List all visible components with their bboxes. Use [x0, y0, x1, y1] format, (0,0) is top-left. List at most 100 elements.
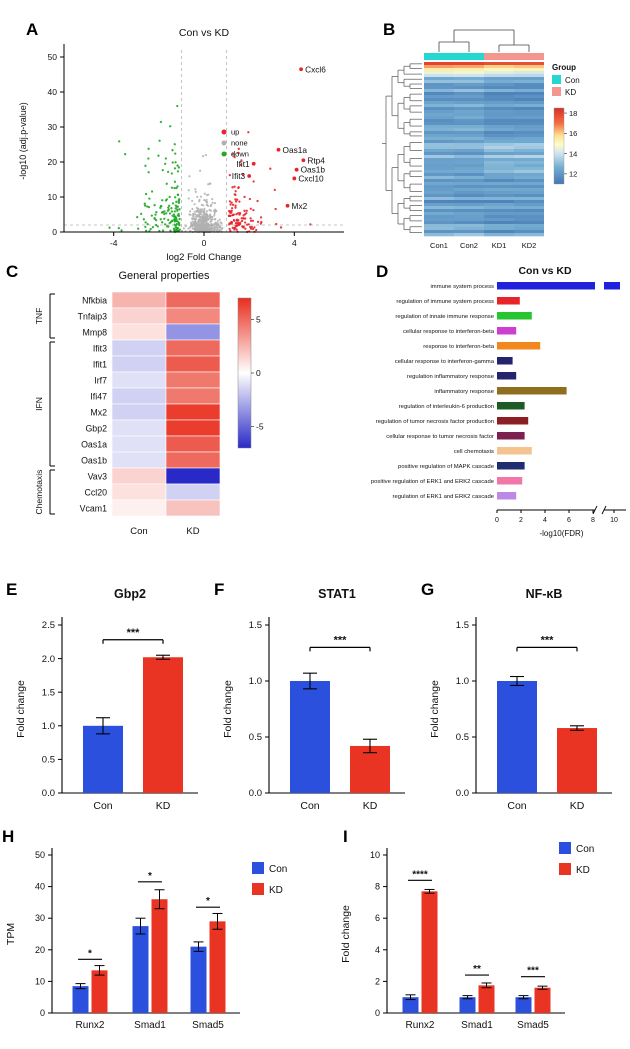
significance-bracket [309, 646, 371, 652]
go-term-label: response to interferon-beta [423, 344, 494, 350]
svg-text:40: 40 [35, 882, 45, 892]
legend-swatch-KD [252, 883, 264, 895]
bar-KD [350, 745, 390, 793]
gene-point-Rtp4 [301, 158, 306, 163]
svg-text:0.5: 0.5 [249, 732, 262, 743]
column-dendrogram [438, 29, 530, 52]
go-term-bar [497, 477, 523, 485]
bar-KD-Runx2 [91, 970, 108, 1013]
go-term-bar [497, 282, 595, 290]
svg-text:2: 2 [519, 517, 523, 524]
column-label: Con1 [430, 241, 448, 250]
bar-KD [557, 728, 597, 793]
bar-KD-Runx2 [421, 891, 438, 1013]
chart-title: NF-κB [526, 587, 563, 601]
legend-swatch-Con [552, 75, 561, 84]
go-term-label: cellular response to tumor necrosis fact… [386, 434, 494, 440]
error-bar [570, 725, 584, 731]
gene-point-Cxcl6 [299, 67, 303, 72]
chart-title: Con vs KD [518, 265, 572, 277]
x-axis-label: log2 Fold Change [167, 252, 242, 263]
row-dendrogram [382, 63, 422, 233]
go-term-bar [497, 297, 520, 305]
chart-title: Con vs KD [179, 27, 230, 39]
group-label: TNF [34, 308, 44, 325]
error-bar [94, 965, 105, 976]
error-bar [193, 941, 204, 952]
panel-c-gene-heatmap: General properties Nfkbia Tnfaip3 Mmp8 Ifit3… [2, 262, 302, 554]
panel-label-e: E [6, 580, 18, 599]
svg-text:KD: KD [565, 88, 576, 97]
colorbar [237, 297, 252, 449]
svg-text:1.5: 1.5 [249, 620, 262, 631]
gene-row-label: Vcam1 [80, 503, 107, 513]
x-category-label: KD [363, 800, 378, 812]
svg-text:6: 6 [375, 913, 380, 923]
x-category-label: Con [507, 800, 526, 812]
error-bar [510, 675, 524, 687]
svg-text:2: 2 [375, 976, 380, 986]
chart-title: Gbp2 [114, 587, 146, 601]
column-label: Con [130, 526, 147, 537]
go-term-label: inflammatory response [434, 389, 494, 395]
svg-text:10: 10 [370, 850, 380, 860]
gene-row-label: Ccl20 [85, 487, 108, 497]
error-bar [462, 995, 473, 1000]
error-bar [96, 717, 110, 735]
error-bar [156, 654, 170, 660]
gene-label: Ifit3 [232, 171, 246, 181]
svg-text:0: 0 [256, 368, 261, 378]
gene-row-label: Ifit3 [93, 343, 107, 353]
group-annotation-Con [454, 53, 484, 60]
x-category-label: Smad1 [134, 1020, 166, 1031]
x-category-label: Runx2 [406, 1020, 435, 1031]
go-term-label: regulation of immune system process [396, 299, 494, 305]
svg-text:1.0: 1.0 [42, 721, 55, 732]
significance-label: *** [127, 627, 141, 639]
bar-Con [290, 681, 330, 793]
panel-label-c: C [6, 262, 19, 281]
go-term-bar [497, 402, 525, 410]
gene-point-Cxcl10 [292, 176, 297, 181]
gene-point-Ifit3 [247, 174, 252, 178]
gene-row-label: Mmp8 [83, 327, 108, 337]
legend-swatch-Con [252, 862, 264, 874]
svg-text:20: 20 [48, 157, 58, 167]
gene-label: Ifit1 [236, 159, 250, 169]
gene-row-label: Ifit1 [93, 359, 107, 369]
significance-label: * [88, 948, 92, 959]
bar-KD [143, 657, 183, 793]
significance-label: *** [527, 966, 539, 977]
y-axis-label: Fold change [222, 680, 234, 738]
error-bar [481, 982, 492, 989]
y-axis-label: Fold change [340, 905, 352, 963]
gene-row-label: Gbp2 [85, 423, 107, 433]
svg-text:10: 10 [35, 976, 45, 986]
bar-Con-Smad5 [515, 997, 532, 1013]
svg-text:0: 0 [375, 1008, 380, 1018]
x-category-label: KD [570, 800, 585, 812]
x-category-label: Con [300, 800, 319, 812]
go-term-label: regulation of ERK1 and ERK2 cascade [392, 494, 494, 500]
go-term-bar [497, 447, 532, 455]
bar-KD-Smad1 [151, 899, 168, 1013]
colorbar [553, 107, 565, 185]
go-term-label: cellular response to interferon-beta [403, 329, 495, 335]
gene-label: Oas1b [301, 165, 326, 175]
gene-point-Mx2 [285, 203, 290, 208]
gene-label: Cxcl10 [298, 173, 324, 183]
go-term-label: regulation inflammatory response [407, 374, 495, 380]
chart-title: STAT1 [318, 587, 356, 601]
legend-label: KD [576, 865, 590, 876]
y-axis-label: -log10 (adj.p-value) [18, 102, 28, 180]
heatmap-cells [424, 62, 544, 237]
svg-text:2.0: 2.0 [42, 654, 55, 665]
svg-text:0.0: 0.0 [249, 788, 262, 799]
go-term-bar [497, 462, 525, 470]
gene-row-label: Oas1a [81, 439, 107, 449]
twobar-chart-svg: Gbp2 0.0 0.5 1.0 1.5 2.0 2.5 Con KD *** Fold chang… [15, 587, 198, 812]
svg-text:1.5: 1.5 [42, 687, 55, 698]
twobar-chart-svg: NF-κB 0.0 0.5 1.0 1.5 Con KD *** Fold change [429, 587, 612, 812]
svg-text:up: up [231, 128, 239, 137]
svg-text:8: 8 [591, 517, 595, 524]
